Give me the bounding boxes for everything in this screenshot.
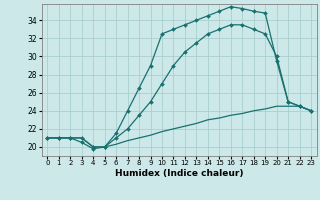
X-axis label: Humidex (Indice chaleur): Humidex (Indice chaleur) (115, 169, 244, 178)
